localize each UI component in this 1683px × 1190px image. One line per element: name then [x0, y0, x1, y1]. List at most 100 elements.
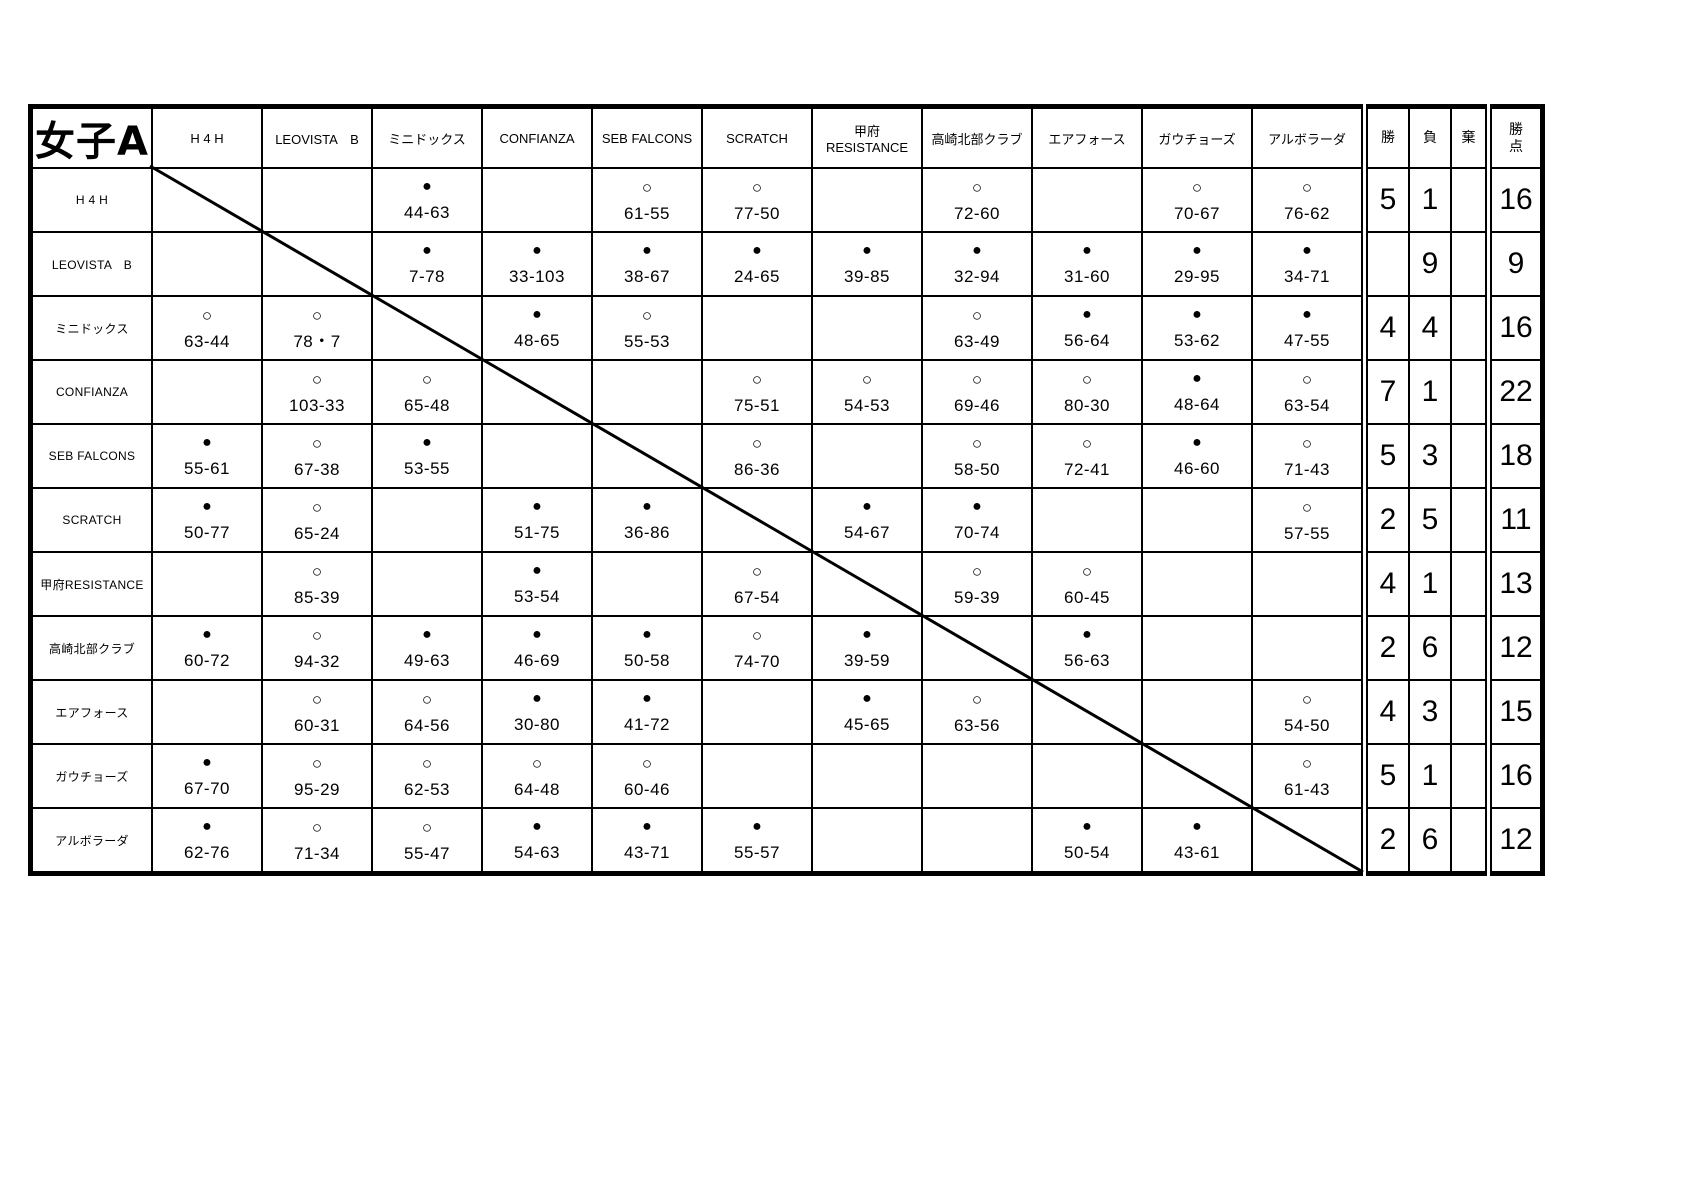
win-circle-icon: ○ [201, 305, 213, 325]
forfeits-value [1450, 679, 1490, 745]
score-text: 62-53 [404, 779, 450, 799]
wins-value: 4 [1361, 295, 1410, 361]
match-cell [1141, 487, 1253, 553]
match-cell: ○ 62-53 [371, 743, 483, 809]
match-cell: ○ 64-48 [481, 743, 593, 809]
match-result: ● 7-78 [374, 234, 480, 294]
win-circle-icon: ○ [311, 561, 323, 581]
loss-circle-icon: ● [1192, 370, 1202, 387]
match-result: ● 55-61 [154, 426, 260, 486]
score-text: 50-77 [184, 523, 230, 542]
loss-circle-icon: ● [532, 242, 542, 259]
losses-value: 9 [1408, 231, 1452, 297]
column-header-team-3: CONFIANZA [481, 105, 593, 169]
score-text: 54-67 [844, 523, 890, 542]
win-circle-icon: ○ [861, 369, 873, 389]
win-circle-icon: ○ [641, 753, 653, 773]
score-text: 60-46 [624, 779, 670, 799]
column-header-team-2: ミニドックス [371, 105, 483, 169]
score-text: 64-48 [514, 779, 560, 799]
win-circle-icon: ○ [311, 817, 323, 837]
match-result: ● 30-80 [484, 682, 590, 742]
match-cell: ○ 76-62 [1251, 167, 1366, 233]
table-row-CONFIANZA: CONFIANZA ○ 103-33 ○ 65-48 ○ 75-51 ○ 54-53 ○ 69-46… [29, 359, 1544, 425]
match-result: ● 43-71 [594, 810, 700, 871]
losses-value: 1 [1408, 743, 1452, 809]
match-cell: ● 46-60 [1141, 423, 1253, 489]
match-result: ○ 59-39 [924, 554, 1030, 614]
match-result: ○ 63-44 [154, 298, 260, 358]
match-cell: ● 53-62 [1141, 295, 1253, 361]
score-text: 95-29 [294, 779, 340, 799]
loss-circle-icon: ● [1082, 242, 1092, 259]
match-cell: ● 48-64 [1141, 359, 1253, 425]
match-cell: ● 56-64 [1031, 295, 1143, 361]
score-text: 67-70 [184, 779, 230, 798]
match-result: ● 43-61 [1144, 810, 1250, 871]
forfeits-value [1450, 743, 1490, 809]
match-cell [701, 679, 813, 745]
match-cell [261, 167, 373, 233]
match-result: ○ 60-31 [264, 682, 370, 742]
match-result: ● 70-74 [924, 490, 1030, 550]
match-result: ○ 78・7 [264, 298, 370, 358]
score-text: 63-54 [1284, 395, 1330, 415]
match-cell: ○ 95-29 [261, 743, 373, 809]
loss-circle-icon: ● [1302, 306, 1312, 323]
score-text: 60-45 [1064, 587, 1110, 607]
match-cell: ○ 71-34 [261, 807, 373, 875]
losses-value: 4 [1408, 295, 1452, 361]
score-text: 56-63 [1064, 651, 1110, 670]
score-text: 86-36 [734, 459, 780, 479]
table-row-高崎北部クラブ: 高崎北部クラブ ● 60-72 ○ 94-32 ● 49-63 ● 46-69 ● 50-58 ○ 74… [29, 615, 1544, 681]
match-cell: ○ 72-41 [1031, 423, 1143, 489]
wins-value: 5 [1361, 167, 1410, 233]
loss-circle-icon: ● [422, 434, 432, 451]
score-text: 24-65 [734, 267, 780, 286]
match-cell: ● 67-70 [151, 743, 263, 809]
forfeits-value [1450, 359, 1490, 425]
score-text: 46-60 [1174, 459, 1220, 478]
column-header-team-6: 甲府RESISTANCE [811, 105, 923, 169]
score-text: 57-55 [1284, 523, 1330, 543]
win-circle-icon: ○ [971, 433, 983, 453]
match-cell: ● 47-55 [1251, 295, 1366, 361]
match-cell: ● 53-55 [371, 423, 483, 489]
match-cell: ○ 72-60 [921, 167, 1033, 233]
win-circle-icon: ○ [1301, 177, 1313, 197]
match-result: ● 41-72 [594, 682, 700, 742]
match-cell: ● 30-80 [481, 679, 593, 745]
score-text: 67-38 [294, 459, 340, 479]
losses-value: 6 [1408, 615, 1452, 681]
match-cell: ○ 63-54 [1251, 359, 1366, 425]
losses-value: 3 [1408, 423, 1452, 489]
loss-circle-icon: ● [752, 242, 762, 259]
table-row-SEB FALCONS: SEB FALCONS ● 55-61 ○ 67-38 ● 53-55 ○ 86-36 ○ 58-5… [29, 423, 1544, 489]
score-text: 62-76 [184, 843, 230, 862]
match-result: ○ 62-53 [374, 746, 480, 806]
match-result: ● 50-58 [594, 618, 700, 678]
match-result: ○ 85-39 [264, 554, 370, 614]
win-circle-icon: ○ [531, 753, 543, 773]
losses-value: 3 [1408, 679, 1452, 745]
score-text: 75-51 [734, 395, 780, 415]
loss-circle-icon: ● [422, 242, 432, 259]
match-cell: ● 39-59 [811, 615, 923, 681]
forfeits-value [1450, 423, 1490, 489]
match-cell [591, 359, 703, 425]
table-row-甲府RESISTANCE: 甲府RESISTANCE ○ 85-39 ● 53-54 ○ 67-54 ○ 59-39 ○ 60-… [29, 551, 1544, 617]
table-row-エアフォース: エアフォース ○ 60-31 ○ 64-56 ● 30-80 ● 41-72 ● 45-65 ○ 63-… [29, 679, 1544, 745]
match-cell: ● 29-95 [1141, 231, 1253, 297]
win-circle-icon: ○ [971, 369, 983, 389]
match-result: ● 44-63 [374, 170, 480, 230]
match-result: ● 24-65 [704, 234, 810, 294]
table-header: 女子A H 4 H LEOVISTA B ミニドックス CONFIANZA SEB FA… [29, 105, 1544, 169]
match-cell [811, 743, 923, 809]
match-result: ○ 74-70 [704, 618, 810, 678]
match-result: ○ 61-43 [1254, 746, 1361, 806]
loss-circle-icon: ● [642, 242, 652, 259]
loss-circle-icon: ● [1192, 242, 1202, 259]
match-result: ○ 65-24 [264, 490, 370, 550]
loss-circle-icon: ● [642, 498, 652, 515]
